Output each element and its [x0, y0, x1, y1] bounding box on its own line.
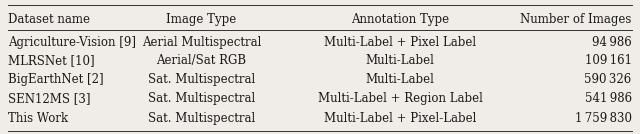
Text: Dataset name: Dataset name: [8, 13, 90, 26]
Text: 590 326: 590 326: [584, 73, 632, 86]
Text: Sat. Multispectral: Sat. Multispectral: [148, 73, 255, 86]
Text: 109 161: 109 161: [585, 54, 632, 68]
Text: 94 986: 94 986: [592, 36, 632, 49]
Text: Sat. Multispectral: Sat. Multispectral: [148, 92, 255, 105]
Text: Aerial Multispectral: Aerial Multispectral: [142, 36, 261, 49]
Text: Multi-Label: Multi-Label: [365, 54, 435, 68]
Text: SEN12MS [3]: SEN12MS [3]: [8, 92, 91, 105]
Text: MLRSNet [10]: MLRSNet [10]: [8, 54, 95, 68]
Text: This Work: This Work: [8, 112, 68, 125]
Text: Image Type: Image Type: [166, 13, 237, 26]
Text: Sat. Multispectral: Sat. Multispectral: [148, 112, 255, 125]
Text: Agriculture-Vision [9]: Agriculture-Vision [9]: [8, 36, 136, 49]
Text: 541 986: 541 986: [584, 92, 632, 105]
Text: Multi-Label + Pixel-Label: Multi-Label + Pixel-Label: [324, 112, 476, 125]
Text: Number of Images: Number of Images: [520, 13, 632, 26]
Text: Multi-Label + Region Label: Multi-Label + Region Label: [317, 92, 483, 105]
Text: 1 759 830: 1 759 830: [575, 112, 632, 125]
Text: Multi-Label: Multi-Label: [365, 73, 435, 86]
Text: BigEarthNet [2]: BigEarthNet [2]: [8, 73, 104, 86]
Text: Multi-Label + Pixel Label: Multi-Label + Pixel Label: [324, 36, 476, 49]
Text: Aerial/Sat RGB: Aerial/Sat RGB: [157, 54, 246, 68]
Text: Annotation Type: Annotation Type: [351, 13, 449, 26]
